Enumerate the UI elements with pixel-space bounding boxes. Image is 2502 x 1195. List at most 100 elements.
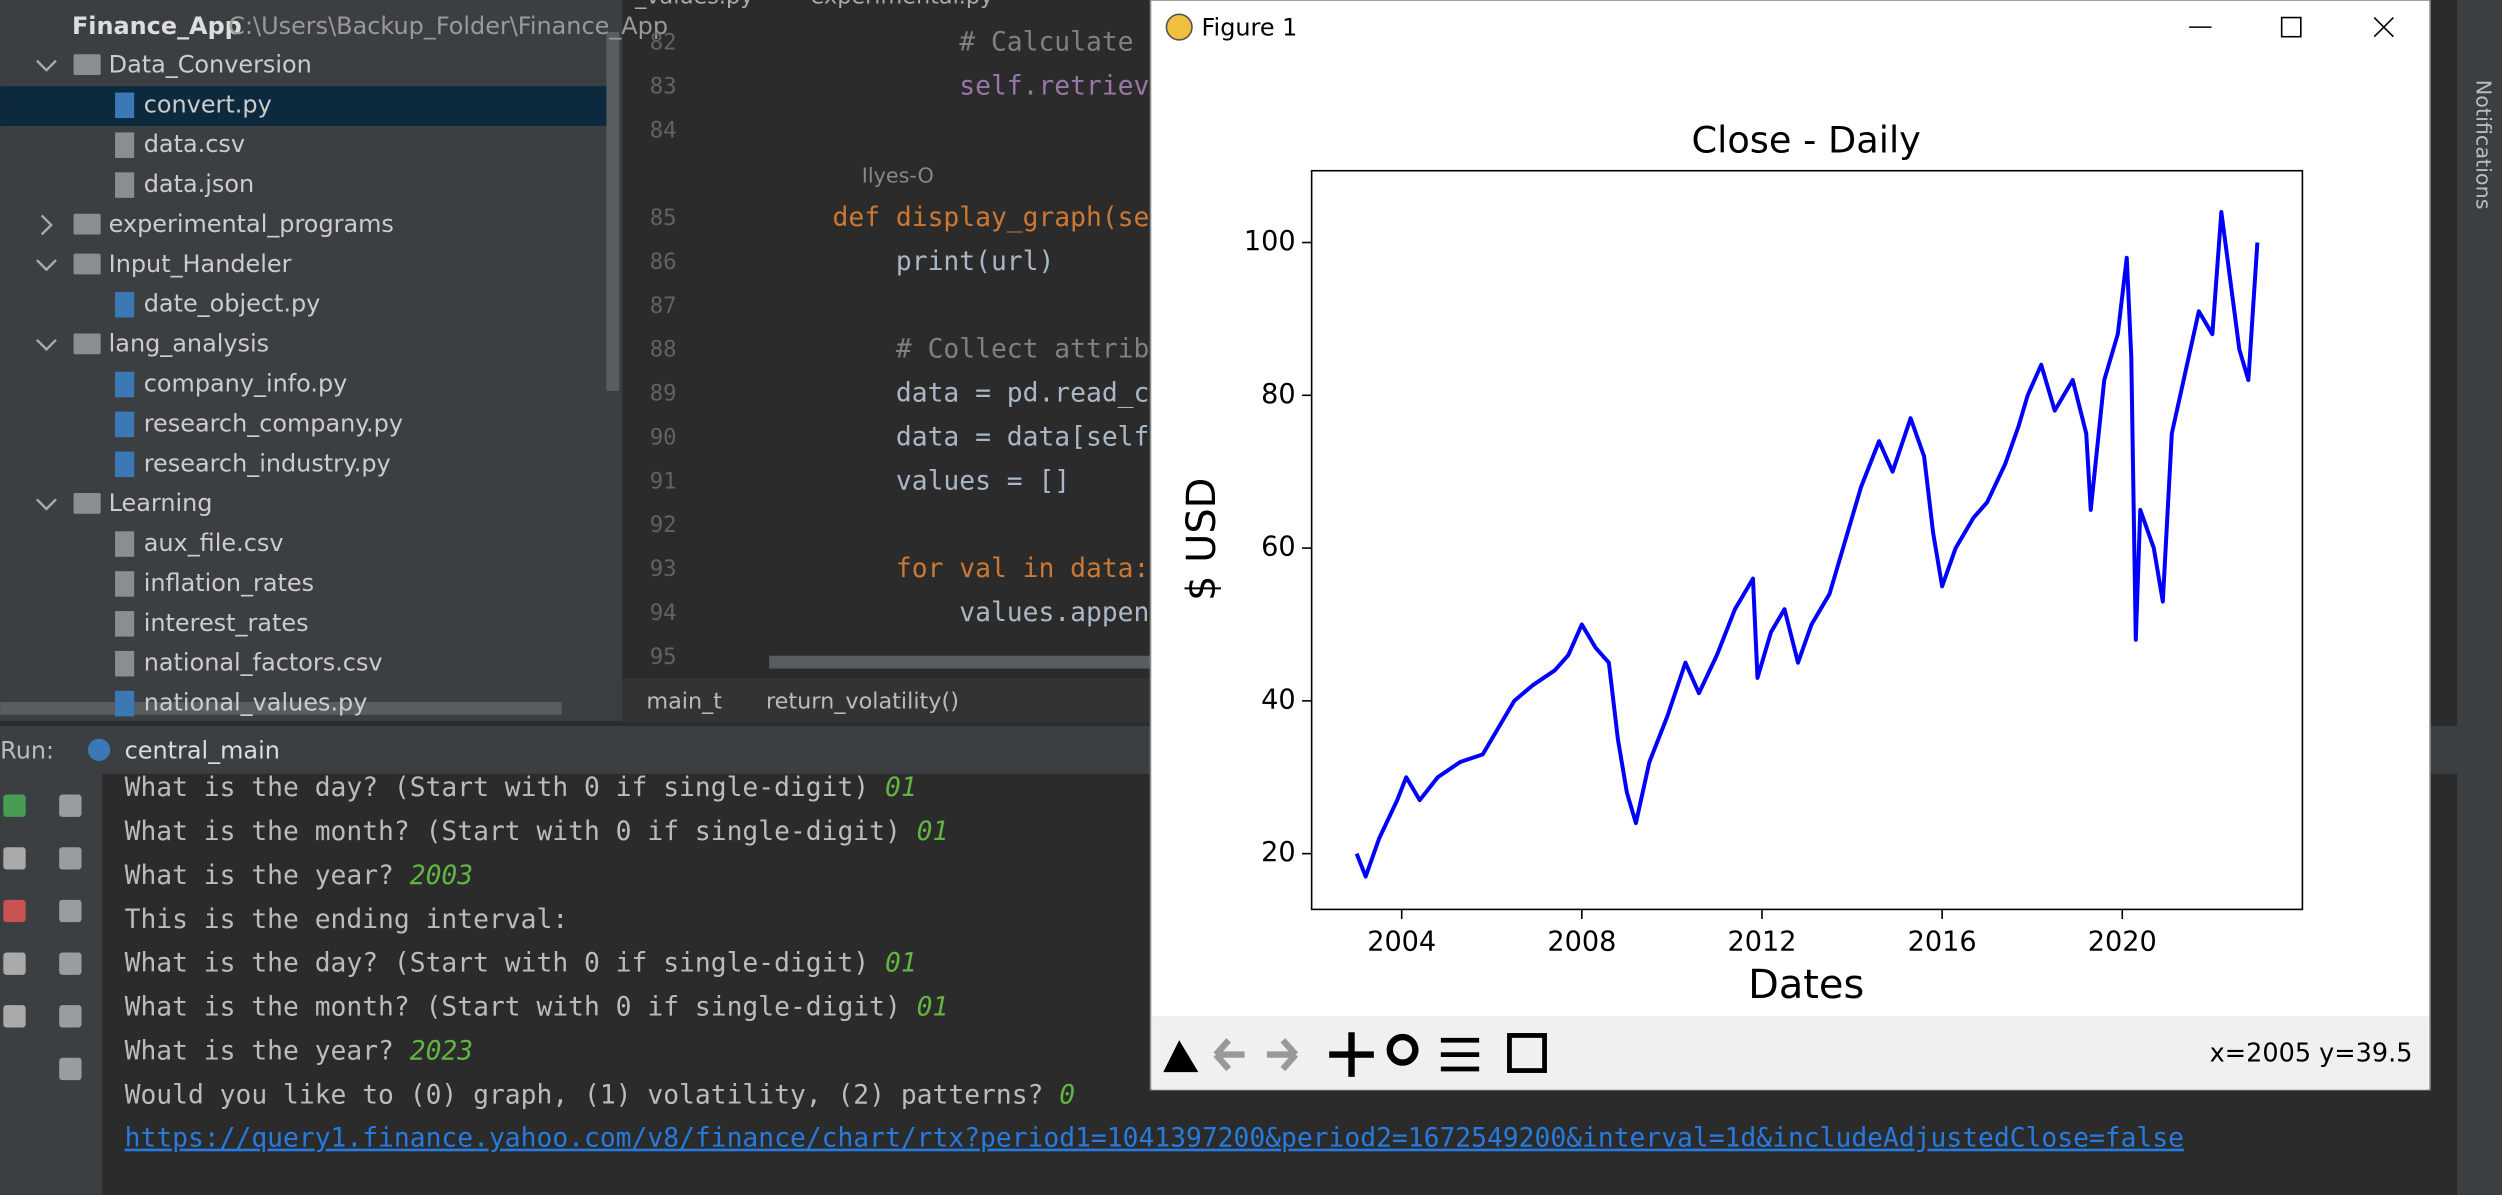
price-line <box>1354 209 2260 879</box>
console-prompt: What is the day? (Start with 0 if single… <box>125 773 885 803</box>
file-icon <box>115 132 135 158</box>
back-button[interactable] <box>1213 1038 1245 1072</box>
run-tool[interactable] <box>3 794 26 817</box>
folder-label[interactable]: Input_Handeler <box>109 250 292 278</box>
run-config[interactable]: central_main <box>125 736 280 764</box>
console-line: What is the year? 2003 <box>125 860 474 890</box>
folder-label[interactable]: experimental_programs <box>109 210 394 238</box>
file-label[interactable]: interest_rates <box>144 609 309 637</box>
console-url[interactable]: https://query1.finance.yahoo.com/v8/fina… <box>125 1124 2184 1154</box>
file-label[interactable]: date_object.py <box>144 290 321 318</box>
file-label[interactable]: research_company.py <box>144 409 403 437</box>
run-tool[interactable] <box>59 952 82 975</box>
scrollbar <box>769 655 1151 669</box>
file-label[interactable]: national_factors.csv <box>144 649 383 677</box>
console-input: 0 <box>1059 1080 1075 1110</box>
folder-icon <box>73 253 101 275</box>
code-line: # Calculate <box>769 28 1133 58</box>
console-line: What is the month? (Start with 0 if sing… <box>125 992 949 1022</box>
file-icon <box>115 172 135 198</box>
folder-icon <box>73 492 101 514</box>
editor-tab[interactable]: _values.py <box>634 0 753 9</box>
y-tick-label: 20 <box>1261 837 1296 868</box>
line-number: 86 <box>650 249 677 275</box>
line-number: 89 <box>650 381 677 407</box>
file-icon <box>115 451 135 478</box>
run-tool[interactable] <box>59 847 82 870</box>
run-tool[interactable] <box>59 899 82 923</box>
folder-label[interactable]: lang_analysis <box>109 330 269 358</box>
tree-arrow[interactable] <box>40 214 53 236</box>
project-root[interactable]: Finance_App <box>72 12 242 40</box>
console-line: This is the ending interval: <box>125 904 569 934</box>
code-line: # Collect attrib <box>769 335 1149 365</box>
pan-button[interactable] <box>1329 1032 1374 1077</box>
run-tool[interactable] <box>59 1057 82 1081</box>
x-tick-label: 2004 <box>1367 926 1436 957</box>
run-tool[interactable] <box>3 952 26 975</box>
file-label[interactable]: data.csv <box>144 130 245 158</box>
file-icon <box>115 611 135 637</box>
maximize-button[interactable] <box>2280 16 2302 38</box>
figure-window: Figure 1 x=2005 y=39.5 Close - Daily Dat… <box>1149 0 2431 1091</box>
file-label[interactable]: convert.py <box>144 90 272 118</box>
tree-arrow[interactable] <box>36 338 57 352</box>
run-tool[interactable] <box>3 1005 26 1028</box>
line-number: 95 <box>650 644 677 670</box>
code-line: data = pd.read_c <box>769 379 1149 409</box>
code-line: values.appen <box>769 598 1149 628</box>
folder-icon <box>73 54 101 75</box>
run-tool[interactable] <box>3 847 26 870</box>
line-number: 92 <box>650 512 677 538</box>
project-path: C:\Users\Backup_Folder\Finance_App <box>228 12 668 40</box>
console-input: 01 <box>885 948 917 978</box>
breadcrumb[interactable]: return_volatility() <box>766 689 959 715</box>
folder-label[interactable]: Learning <box>109 489 213 517</box>
run-tool[interactable] <box>3 899 26 923</box>
line-number: 94 <box>650 600 677 626</box>
line-number: 88 <box>650 337 677 363</box>
tree-arrow[interactable] <box>36 259 57 272</box>
console-line: What is the day? (Start with 0 if single… <box>125 948 917 978</box>
console-input: 01 <box>885 773 917 803</box>
file-label[interactable]: research_industry.py <box>144 449 391 477</box>
python-icon <box>87 738 111 762</box>
run-tool[interactable] <box>59 1005 82 1028</box>
breadcrumb[interactable]: main_t <box>646 689 722 715</box>
console-line: What is the day? (Start with 0 if single… <box>125 773 917 803</box>
folder-label[interactable]: Data_Conversion <box>109 50 312 78</box>
configure-button[interactable] <box>1440 1037 1480 1072</box>
line-number: 82 <box>650 30 677 56</box>
console-prompt: This is the ending interval: <box>125 904 569 934</box>
tree-arrow[interactable] <box>36 498 57 511</box>
save-button[interactable] <box>1507 1033 1547 1073</box>
file-label[interactable]: company_info.py <box>144 370 348 398</box>
close-button[interactable] <box>2373 16 2394 38</box>
file-icon <box>115 571 135 597</box>
editor-tab[interactable]: experimental.py <box>811 0 994 9</box>
forward-button[interactable] <box>1266 1038 1299 1072</box>
run-tool[interactable] <box>59 794 82 817</box>
file-icon <box>115 371 135 398</box>
file-label[interactable]: data.json <box>144 170 254 198</box>
file-icon <box>115 531 135 557</box>
file-icon <box>115 650 135 677</box>
zoom-button[interactable] <box>1386 1033 1419 1066</box>
file-label[interactable]: aux_file.csv <box>144 529 284 557</box>
file-label[interactable]: inflation_rates <box>144 569 314 597</box>
line-number: 83 <box>650 73 677 99</box>
console-line: Would you like to (0) graph, (1) volatil… <box>125 1080 1076 1110</box>
line-number: 85 <box>650 205 677 231</box>
author-annotation: Ilyes-O <box>862 163 934 187</box>
console-prompt: What is the month? (Start with 0 if sing… <box>125 817 917 847</box>
editor <box>622 0 1151 722</box>
console-input: 2003 <box>410 860 473 890</box>
tree-arrow[interactable] <box>36 59 57 72</box>
file-icon <box>115 291 135 318</box>
home-button[interactable] <box>1163 1040 1199 1073</box>
notifications[interactable]: Notifications <box>2472 80 2496 210</box>
code-line: values = [] <box>769 466 1070 496</box>
code-line: print(url) <box>769 247 1054 277</box>
file-label[interactable]: national_values.py <box>144 689 368 717</box>
